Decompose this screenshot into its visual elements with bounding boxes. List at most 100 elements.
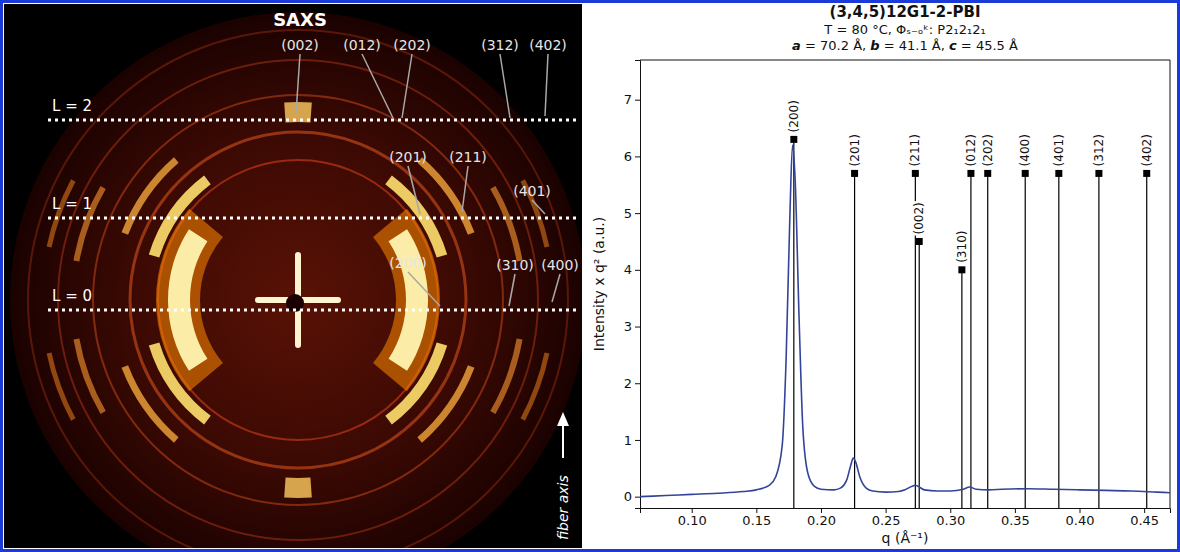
reflection-stem xyxy=(919,241,920,508)
chart-subtitle: T = 80 °C, Φₛ₋ₒᵏ: P2₁2₁2₁ xyxy=(823,22,985,37)
label-patch xyxy=(1052,133,1066,167)
reflection-label: (202) xyxy=(981,134,995,166)
figure-border xyxy=(2,2,1179,551)
tick-label: 1 xyxy=(624,433,632,448)
layer-line xyxy=(48,119,576,122)
layer-arc xyxy=(149,175,211,257)
reflection-stem xyxy=(1098,173,1099,508)
layer-arc xyxy=(122,157,179,234)
reflection-marker xyxy=(958,266,965,273)
reflection-marker xyxy=(967,170,974,177)
layer-arc xyxy=(417,157,474,234)
tick: 0.40 xyxy=(1066,508,1095,528)
layer-line xyxy=(48,217,576,220)
reflection-label-group: (312) xyxy=(1092,133,1106,167)
tick-label: 7 xyxy=(624,92,632,107)
tick-label: 0.45 xyxy=(1130,513,1159,528)
reflection-label: (312) xyxy=(1092,134,1106,166)
x-axis-title: q (Å⁻¹) xyxy=(882,530,929,546)
reflection-stem xyxy=(793,139,794,508)
leader-line xyxy=(532,200,545,214)
figure: L = 2L = 1L = 0(002)(012)(202)(312)(402)… xyxy=(0,0,1180,552)
tick-label: 6 xyxy=(624,149,632,164)
tick: 0.45 xyxy=(1130,508,1159,528)
tick: 3 xyxy=(624,319,640,334)
outer-arc xyxy=(521,352,550,420)
reflection-stem xyxy=(970,173,971,508)
tick: 1 xyxy=(624,433,640,448)
reflection-marker xyxy=(851,170,858,177)
reflection-stem xyxy=(961,270,962,508)
label-patch xyxy=(848,133,862,167)
diffraction-ring xyxy=(130,132,466,468)
label-patch xyxy=(1018,133,1032,167)
layer-line xyxy=(48,309,576,312)
tick: 0.30 xyxy=(936,508,965,528)
chart-subtitle: a = 70.2 Å, b = 41.1 Å, c = 45.5 Å xyxy=(792,38,1018,53)
pattern-title: SAXS xyxy=(273,9,327,30)
diffraction-ring xyxy=(28,30,568,548)
tick-label: 0.20 xyxy=(807,513,836,528)
reflection-label: (400) xyxy=(1018,134,1032,166)
tick: 5 xyxy=(624,206,640,221)
y-axis: 01234567 xyxy=(624,61,641,509)
tick-mark xyxy=(635,383,640,384)
leader-line xyxy=(462,166,468,212)
chart: (3,4,5)12G1-2-PBIT = 80 °C, Φₛ₋ₒᵏ: P2₁2₁… xyxy=(591,3,1171,546)
tick-label: 5 xyxy=(624,206,632,221)
leader-line xyxy=(509,274,515,306)
reflection-label-group: (211) xyxy=(908,133,922,167)
reflection-label: (012) xyxy=(964,134,978,166)
reflection-label: (002) xyxy=(912,202,926,234)
layer-line-label: L = 1 xyxy=(52,195,92,213)
reflection-label-group: (310) xyxy=(955,230,969,264)
leader-line xyxy=(402,54,412,118)
reflection-marker xyxy=(790,136,797,143)
leader-line xyxy=(552,274,560,302)
tick: 0.20 xyxy=(807,508,836,528)
reflection-label: (211) xyxy=(908,134,922,166)
tick-label: 0.40 xyxy=(1066,513,1095,528)
tick-label: 0.30 xyxy=(936,513,965,528)
reflection-label-group: (201) xyxy=(848,133,862,167)
tick-label: 4 xyxy=(624,262,632,277)
diffraction-ring xyxy=(58,60,538,540)
reflection-label: (200) xyxy=(787,100,801,132)
layer-arc xyxy=(385,342,447,424)
tick-label: 0.35 xyxy=(1001,513,1030,528)
tick-label: 0.15 xyxy=(742,513,771,528)
outer-arc xyxy=(47,179,76,247)
tick: 0 xyxy=(624,489,640,504)
label-patch xyxy=(787,99,801,133)
y-axis-title: Intensity x q² (a.u.) xyxy=(591,217,607,351)
reflection-label: (402) xyxy=(1140,134,1154,166)
plot-frame xyxy=(640,60,1170,508)
reflection-label-group: (202) xyxy=(981,133,995,167)
equator-arc xyxy=(389,229,428,371)
layer-arc xyxy=(417,365,474,442)
tick-label: 0.10 xyxy=(678,513,707,528)
reflection-label: (202) xyxy=(393,37,431,53)
reflection-label: (402) xyxy=(529,37,567,53)
label-patch xyxy=(908,133,922,167)
fiber-axis-label: fiber axis xyxy=(555,475,571,540)
outer-arc xyxy=(47,352,76,420)
outer-arc xyxy=(73,339,105,414)
label-patch xyxy=(981,133,995,167)
reflection-label: (201) xyxy=(848,134,862,166)
reflection-marker xyxy=(1095,170,1102,177)
leader-line xyxy=(408,166,420,214)
leader-line xyxy=(500,54,510,118)
tick-mark xyxy=(635,327,640,328)
meridian-arc xyxy=(284,478,312,498)
reflection-label: (200) xyxy=(389,255,427,271)
leader-line xyxy=(545,54,548,116)
tick: 6 xyxy=(624,149,640,164)
layer-arc xyxy=(149,342,211,424)
tick-label: 3 xyxy=(624,319,632,334)
layer-arc xyxy=(122,365,179,442)
tick-mark xyxy=(635,497,640,498)
leader-line xyxy=(296,54,300,114)
plot-marks xyxy=(640,136,1170,508)
reflection-label-group: (200) xyxy=(787,99,801,133)
